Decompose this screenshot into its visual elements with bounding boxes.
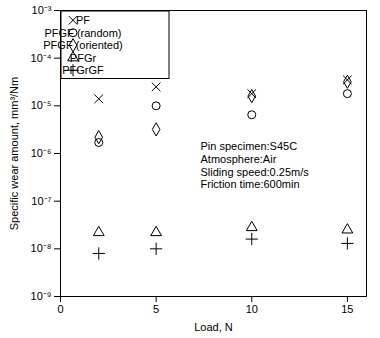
svg-text:10⁻⁶: 10⁻⁶ xyxy=(31,147,52,159)
svg-text:10⁻⁵: 10⁻⁵ xyxy=(31,99,52,111)
svg-text:PFGF (oriented): PFGF (oriented) xyxy=(43,39,122,51)
svg-text:0: 0 xyxy=(57,303,63,315)
svg-text:10⁻⁷: 10⁻⁷ xyxy=(31,195,51,207)
svg-text:10⁻⁴: 10⁻⁴ xyxy=(31,52,52,64)
svg-text:PFGr: PFGr xyxy=(70,52,97,64)
svg-text:Load, N: Load, N xyxy=(194,321,233,333)
svg-text:PF: PF xyxy=(76,14,90,26)
svg-text:PFGrGF: PFGrGF xyxy=(62,64,104,76)
svg-text:5: 5 xyxy=(153,303,159,315)
svg-text:PFGF (random): PFGF (random) xyxy=(44,27,121,39)
svg-text:15: 15 xyxy=(341,303,353,315)
svg-text:10⁻³: 10⁻³ xyxy=(32,4,52,16)
svg-text:10: 10 xyxy=(246,303,258,315)
svg-text:10⁻⁸: 10⁻⁸ xyxy=(31,242,52,254)
svg-text:Pin specimen:S45CAtmosphere:Ai: Pin specimen:S45CAtmosphere:AirSliding s… xyxy=(201,140,310,190)
svg-text:10⁻⁹: 10⁻⁹ xyxy=(31,290,52,302)
svg-text:Specific wear amount, mm³/Nm: Specific wear amount, mm³/Nm xyxy=(8,77,20,230)
